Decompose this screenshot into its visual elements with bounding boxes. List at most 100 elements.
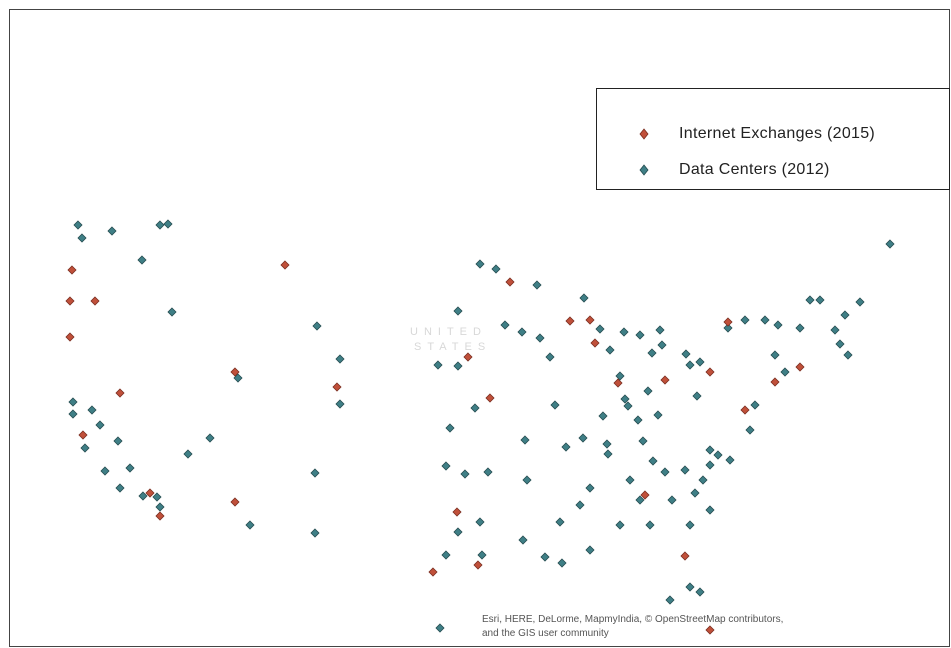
data-center-marker — [639, 437, 647, 445]
data-center-marker — [442, 551, 450, 559]
data-center-marker — [313, 322, 321, 330]
data-center-marker — [751, 401, 759, 409]
data-center-marker — [478, 551, 486, 559]
data-center-marker — [668, 496, 676, 504]
data-center-marker — [714, 451, 722, 459]
data-center-marker — [206, 434, 214, 442]
internet-exchange-marker — [66, 297, 74, 305]
data-center-marker — [74, 221, 82, 229]
data-center-marker — [654, 411, 662, 419]
data-center-marker — [666, 596, 674, 604]
data-center-marker — [96, 421, 104, 429]
data-center-marker — [541, 553, 549, 561]
data-center-marker — [620, 328, 628, 336]
data-center-marker — [518, 328, 526, 336]
data-center-marker — [746, 426, 754, 434]
data-center-marker — [108, 227, 116, 235]
data-center-marker — [836, 340, 844, 348]
data-center-marker — [604, 450, 612, 458]
data-center-marker — [686, 583, 694, 591]
data-center-marker — [116, 484, 124, 492]
legend-item-data-centers: Data Centers (2012) — [637, 159, 830, 181]
data-center-marker — [599, 412, 607, 420]
attribution-line-1: Esri, HERE, DeLorme, MapmyIndia, © OpenS… — [482, 613, 951, 627]
data-center-marker — [311, 469, 319, 477]
internet-exchange-marker — [453, 508, 461, 516]
data-center-marker — [686, 361, 694, 369]
data-center-marker — [626, 476, 634, 484]
data-center-marker — [454, 307, 462, 315]
internet-exchange-marker — [591, 339, 599, 347]
data-center-marker — [646, 521, 654, 529]
data-center-marker — [761, 316, 769, 324]
internet-exchange-marker — [706, 368, 714, 376]
attribution-line-2: and the GIS user community — [482, 627, 951, 641]
data-center-marker — [153, 493, 161, 501]
internet-exchange-marker — [486, 394, 494, 402]
internet-exchange-marker — [66, 333, 74, 341]
data-center-marker — [856, 298, 864, 306]
data-center-marker — [88, 406, 96, 414]
data-center-marker — [616, 372, 624, 380]
data-center-marker — [533, 281, 541, 289]
data-center-marker — [536, 334, 544, 342]
data-center-marker — [606, 346, 614, 354]
data-center-marker — [806, 296, 814, 304]
internet-exchange-marker — [156, 512, 164, 520]
data-center-marker — [656, 326, 664, 334]
internet-exchange-marker — [116, 389, 124, 397]
data-center-marker — [164, 220, 172, 228]
internet-exchange-marker — [79, 431, 87, 439]
data-center-marker — [706, 461, 714, 469]
data-center-marker — [156, 221, 164, 229]
data-center-marker — [126, 464, 134, 472]
data-center-marker — [886, 240, 894, 248]
data-center-marker — [576, 501, 584, 509]
data-center-marker — [699, 476, 707, 484]
data-center-marker — [436, 624, 444, 632]
data-center-marker — [78, 234, 86, 242]
data-center-marker — [586, 484, 594, 492]
data-center-marker — [521, 436, 529, 444]
legend-label-data-centers: Data Centers (2012) — [679, 161, 830, 179]
internet-exchange-marker — [281, 261, 289, 269]
data-center-marker — [69, 398, 77, 406]
data-center-marker — [138, 256, 146, 264]
data-center-marker — [603, 440, 611, 448]
map-frame[interactable]: UNITED STATES Internet Exchanges (2015) … — [9, 9, 950, 647]
data-center-marker — [336, 355, 344, 363]
internet-exchange-marker — [566, 317, 574, 325]
data-center-marker — [558, 559, 566, 567]
internet-exchange-marker — [724, 318, 732, 326]
data-center-marker — [484, 468, 492, 476]
internet-exchange-marker — [796, 363, 804, 371]
data-center-marker — [580, 294, 588, 302]
data-center-marker — [156, 503, 164, 511]
data-center-marker — [691, 489, 699, 497]
data-center-marker — [658, 341, 666, 349]
data-center-marker — [706, 506, 714, 514]
data-center-marker — [636, 331, 644, 339]
internet-exchange-marker — [506, 278, 514, 286]
data-center-marker — [774, 321, 782, 329]
data-center-marker — [831, 326, 839, 334]
data-center-marker — [501, 321, 509, 329]
data-center-marker — [579, 434, 587, 442]
data-center-marker — [184, 450, 192, 458]
data-center-marker — [114, 437, 122, 445]
data-center-marker — [726, 456, 734, 464]
internet-exchange-marker — [231, 498, 239, 506]
data-center-marker — [476, 518, 484, 526]
data-center-marker — [841, 311, 849, 319]
basemap-label-line1: UNITED — [410, 326, 487, 338]
data-center-marker — [101, 467, 109, 475]
data-center-marker — [81, 444, 89, 452]
data-center-marker — [649, 457, 657, 465]
map-attribution: Esri, HERE, DeLorme, MapmyIndia, © OpenS… — [482, 613, 951, 641]
data-center-marker — [69, 410, 77, 418]
diamond-marker-icon — [637, 163, 651, 177]
data-center-marker — [442, 462, 450, 470]
internet-exchange-marker — [91, 297, 99, 305]
data-center-marker — [586, 546, 594, 554]
data-center-marker — [476, 260, 484, 268]
